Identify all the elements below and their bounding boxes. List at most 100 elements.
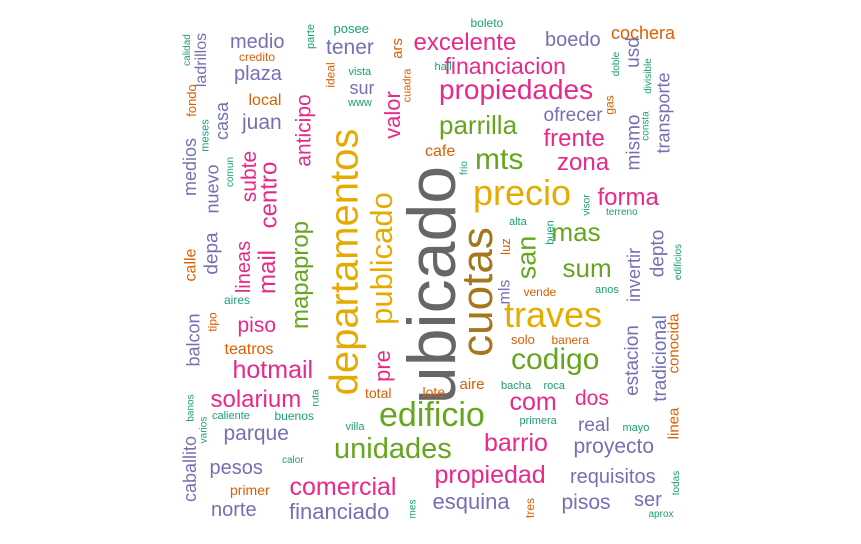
word-linea: linea [665, 407, 683, 439]
word-sur: sur [349, 78, 375, 98]
word-plaza: plaza [234, 63, 282, 85]
word-mls: mls [495, 279, 513, 305]
word-vende: vende [523, 285, 557, 299]
word-ruta: ruta [310, 389, 322, 407]
word-anticipo: anticipo [292, 93, 316, 167]
word-transporte: transporte [653, 72, 674, 154]
word-ofrecer: ofrecer [543, 104, 603, 126]
word-parte: parte [304, 23, 317, 49]
word-nuevo: nuevo [202, 164, 223, 214]
word-posee: posee [333, 20, 369, 36]
word-traves: traves [504, 294, 603, 335]
word-invertir: invertir [624, 247, 645, 303]
word-propiedades: propiedades [439, 74, 594, 105]
word-forma: forma [597, 184, 659, 211]
word-caliente: caliente [212, 409, 250, 422]
word-ars: ars [388, 37, 406, 59]
word-solarium: solarium [210, 386, 302, 413]
word-mayo: mayo [622, 421, 650, 434]
word-esquina: esquina [432, 489, 510, 514]
word-ideal: ideal [323, 62, 338, 88]
word-primera: primera [519, 414, 557, 427]
word-pesos: pesos [209, 457, 263, 479]
word-mapaprop: mapaprop [287, 220, 315, 330]
word-real: real [578, 414, 610, 436]
word-bacha: bacha [501, 379, 531, 392]
word-local: local [248, 92, 282, 109]
word-depa: depa [201, 231, 223, 275]
word-lote: lote [422, 384, 446, 400]
word-edificio: edificio [379, 396, 485, 434]
word-solo: solo [511, 331, 535, 347]
word-visor: visor [581, 194, 593, 216]
word-boleto: boleto [470, 16, 504, 30]
word-tres: tres [523, 497, 538, 519]
word-aprox: aprox [648, 509, 674, 520]
word-hotmail: hotmail [232, 355, 314, 384]
word-piso: piso [237, 313, 277, 337]
word-balcon: balcon [183, 313, 204, 367]
word-zona: zona [557, 149, 610, 176]
word-propiedad: propiedad [434, 460, 546, 489]
word-alta: alta [509, 215, 527, 228]
word-departamentos: departamentos [321, 128, 366, 396]
word-gas: gas [602, 95, 617, 115]
word-buenos: buenos [274, 409, 314, 423]
word-casa: casa [212, 101, 233, 141]
word-sum: sum [562, 253, 612, 283]
word-cuotas: cuotas [452, 227, 502, 357]
word-publicado: publicado [363, 191, 399, 325]
word-roca: roca [543, 379, 565, 392]
word-cuadra: cuadra [401, 68, 414, 102]
word-mail: mail [254, 249, 282, 295]
word-varios: varios [197, 416, 209, 444]
word-villa: villa [345, 420, 365, 433]
word-teatros: teatros [224, 341, 274, 358]
word-doble: doble [611, 51, 623, 77]
word-cochera: cochera [611, 23, 676, 43]
word-fondo: fondo [183, 83, 199, 117]
word-banos: banos [185, 394, 197, 422]
word-parque: parque [223, 421, 289, 445]
word-conocida: conocida [665, 312, 683, 374]
word-estacion: estacion [621, 324, 643, 396]
word-excelente: excelente [413, 29, 517, 56]
word-financiado: financiado [289, 499, 390, 524]
word-banera: banera [551, 333, 589, 347]
word-meses: meses [199, 118, 212, 152]
word-divisible: divisible [642, 58, 654, 94]
word-ser: ser [634, 489, 662, 511]
word-primer: primer [230, 482, 270, 498]
word-unidades: unidades [334, 432, 452, 465]
word-caballito: caballito [180, 435, 201, 503]
word-vista: vista [348, 65, 372, 78]
word-lineas: lineas [233, 240, 256, 294]
word-tener: tener [326, 35, 374, 59]
word-calidad: calidad [181, 34, 193, 66]
word-codigo: codigo [511, 343, 600, 376]
word-financiacion: financiacion [444, 52, 566, 79]
word-ladrillos: ladrillos [193, 32, 211, 88]
word-credito: credito [239, 50, 276, 64]
word-edificios: edificios [673, 243, 685, 281]
word-tipo: tipo [205, 312, 220, 332]
word-juan: juan [242, 110, 282, 134]
word-todas: todas [671, 470, 683, 496]
word-dos: dos [575, 386, 609, 410]
word-luz: luz [497, 237, 513, 255]
word-pisos: pisos [561, 490, 611, 514]
word-consta: consta [640, 111, 652, 141]
word-norte: norte [211, 499, 257, 521]
word-cafe: cafe [425, 143, 456, 160]
word-depto: depto [647, 229, 669, 277]
word-san: san [511, 235, 542, 279]
word-aire: aire [459, 375, 485, 393]
word-parrilla: parrilla [439, 110, 518, 140]
word-buen: buen [544, 219, 557, 245]
word-com: com [509, 387, 557, 416]
word-calor: calor [282, 455, 304, 466]
word-proyecto: proyecto [573, 434, 655, 458]
word-www: www [348, 96, 372, 109]
word-total: total [365, 385, 392, 401]
